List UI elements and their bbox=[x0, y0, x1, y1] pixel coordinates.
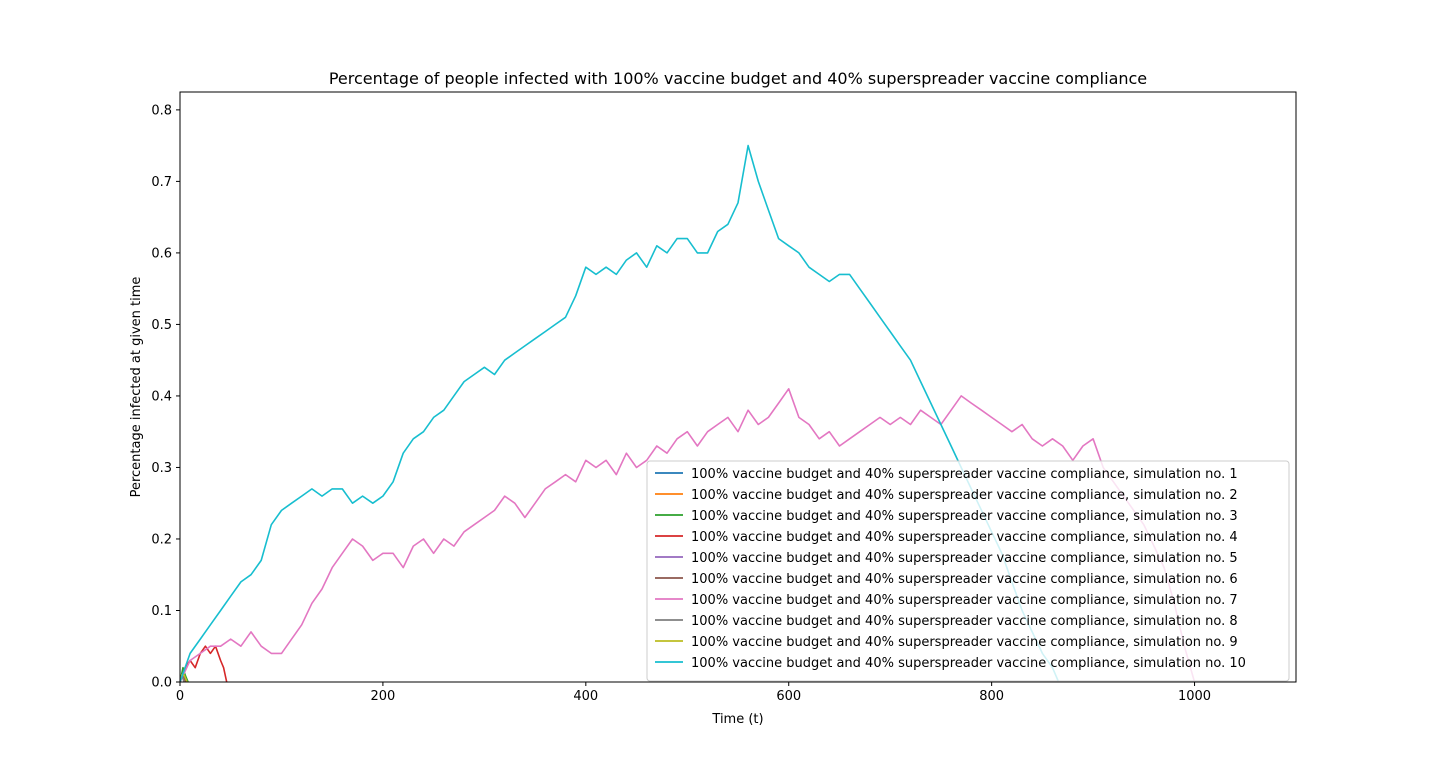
x-tick-label: 800 bbox=[979, 689, 1004, 704]
plot-frame bbox=[179, 91, 1297, 683]
legend-entry-6: 100% vaccine budget and 40% superspreade… bbox=[691, 572, 1238, 587]
series-line-7 bbox=[180, 387, 1196, 682]
series-line-10 bbox=[180, 144, 1060, 682]
y-tick-label: 0.5 bbox=[151, 318, 172, 333]
y-tick-label: 0.1 bbox=[151, 604, 172, 619]
y-tick-label: 0.0 bbox=[151, 676, 172, 691]
x-tick-label: 0 bbox=[176, 689, 184, 704]
y-axis-label: Percentage infected at given time bbox=[129, 277, 144, 498]
x-tick-label: 600 bbox=[776, 689, 801, 704]
y-tick-label: 0.7 bbox=[151, 175, 172, 190]
chart-title: Percentage of people infected with 100% … bbox=[329, 69, 1147, 88]
y-tick-label: 0.2 bbox=[151, 532, 172, 547]
legend-entry-2: 100% vaccine budget and 40% superspreade… bbox=[691, 488, 1238, 503]
y-tick-label: 0.8 bbox=[151, 103, 172, 118]
x-tick-label: 1000 bbox=[1178, 689, 1211, 704]
x-tick-label: 400 bbox=[573, 689, 598, 704]
legend-entry-4: 100% vaccine budget and 40% superspreade… bbox=[691, 530, 1238, 545]
x-axis: 0 200 400 600 800 1000 bbox=[176, 682, 1211, 704]
y-axis: 0.0 0.1 0.2 0.3 0.4 0.5 0.6 0.7 0.8 bbox=[151, 103, 180, 691]
legend-entry-8: 100% vaccine budget and 40% superspreade… bbox=[691, 614, 1238, 629]
plot-lines bbox=[180, 144, 1196, 682]
legend-entry-5: 100% vaccine budget and 40% superspreade… bbox=[691, 551, 1238, 566]
legend-entry-1: 100% vaccine budget and 40% superspreade… bbox=[691, 467, 1238, 482]
x-axis-label: Time (t) bbox=[711, 712, 763, 727]
legend-entry-10: 100% vaccine budget and 40% superspreade… bbox=[691, 656, 1246, 671]
x-tick-label: 200 bbox=[370, 689, 395, 704]
legend-entry-9: 100% vaccine budget and 40% superspreade… bbox=[691, 635, 1238, 650]
legend-entry-7: 100% vaccine budget and 40% superspreade… bbox=[691, 593, 1238, 608]
y-tick-label: 0.4 bbox=[151, 389, 172, 404]
legend: 100% vaccine budget and 40% superspreade… bbox=[646, 460, 1290, 682]
legend-box bbox=[646, 460, 1290, 682]
y-tick-label: 0.6 bbox=[151, 246, 172, 261]
y-tick-label: 0.3 bbox=[151, 461, 172, 476]
legend-entry-3: 100% vaccine budget and 40% superspreade… bbox=[691, 509, 1238, 524]
